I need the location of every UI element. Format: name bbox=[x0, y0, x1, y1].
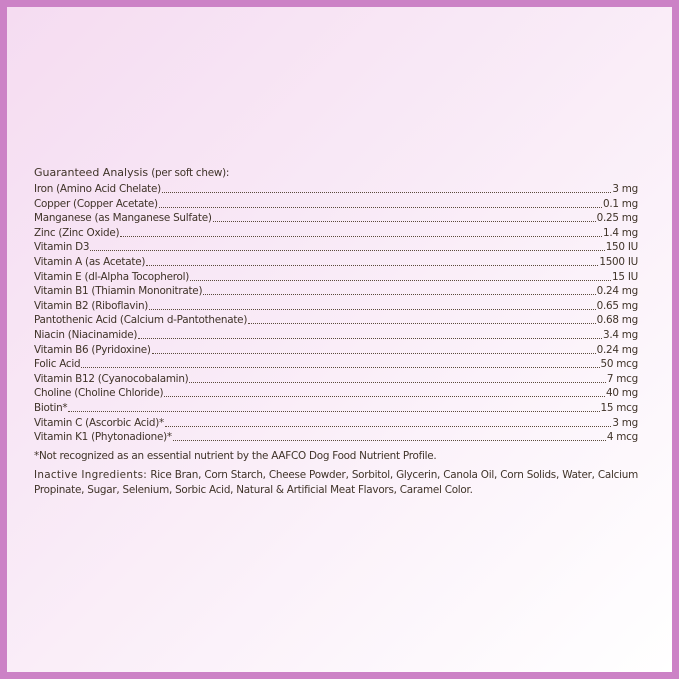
nutrient-amount: 0.65 mg bbox=[596, 299, 639, 312]
nutrient-name: Vitamin E (dl-Alpha Tocopherol) bbox=[34, 270, 190, 283]
nutrient-row: Iron (Amino Acid Chelate) 3 mg bbox=[34, 182, 638, 197]
nutrient-row: Vitamin B1 (Thiamin Mononitrate) 0.24 mg bbox=[34, 284, 638, 299]
dot-leader bbox=[189, 372, 606, 387]
nutrient-row: Vitamin K1 (Phytonadione)* 4 mcg bbox=[34, 430, 638, 445]
nutrient-amount: 3 mg bbox=[612, 183, 638, 195]
nutrient-name: Vitamin A (as Acetate) bbox=[34, 255, 146, 268]
nutrient-name: Folic Acid bbox=[34, 358, 81, 371]
dot-leader bbox=[68, 401, 600, 416]
guaranteed-analysis-panel: Guaranteed Analysis (per soft chew): Iro… bbox=[34, 163, 638, 498]
nutrient-row: Choline (Choline Chloride) 40 mg bbox=[34, 386, 638, 401]
nutrient-name: Pantothenic Acid (Calcium d-Pantothenate… bbox=[34, 314, 248, 327]
dot-leader bbox=[149, 299, 596, 314]
dot-leader bbox=[90, 240, 605, 255]
dot-leader bbox=[158, 197, 602, 212]
nutrient-name: Choline (Choline Chloride) bbox=[34, 387, 164, 400]
dot-leader bbox=[164, 386, 605, 401]
nutrient-row: Manganese (as Manganese Sulfate) 0.25 mg bbox=[34, 211, 638, 226]
nutrient-amount: 0.24 mg bbox=[596, 285, 639, 298]
heading-title: Guaranteed Analysis bbox=[34, 166, 149, 179]
inactive-ingredients: Inactive Ingredients: Rice Bran, Corn St… bbox=[34, 468, 638, 498]
nutrient-amount: 0.24 mg bbox=[596, 343, 639, 356]
nutrient-row: Vitamin B6 (Pyridoxine) 0.24 mg bbox=[34, 343, 638, 358]
nutrient-row: Pantothenic Acid (Calcium d-Pantothenate… bbox=[34, 313, 638, 328]
nutrient-row: Vitamin B2 (Riboflavin) 0.65 mg bbox=[34, 299, 638, 314]
nutrient-row: Niacin (Niacinamide) 3.4 mg bbox=[34, 328, 638, 343]
dot-leader bbox=[161, 182, 612, 197]
dot-leader bbox=[172, 430, 606, 445]
dot-leader bbox=[164, 416, 612, 431]
nutrient-amount: 15 IU bbox=[612, 270, 638, 283]
nutrient-name: Niacin (Niacinamide) bbox=[34, 328, 138, 341]
dot-leader bbox=[81, 357, 600, 372]
dot-leader bbox=[212, 211, 596, 226]
nutrient-row: Folic Acid 50 mcg bbox=[34, 357, 638, 372]
dot-leader bbox=[248, 313, 596, 328]
nutrient-name: Zinc (Zinc Oxide) bbox=[34, 226, 120, 239]
nutrient-row: Copper (Copper Acetate) 0.1 mg bbox=[34, 197, 638, 212]
section-heading: Guaranteed Analysis (per soft chew): bbox=[34, 163, 638, 182]
dot-leader bbox=[138, 328, 602, 343]
nutrient-row: Vitamin D3 150 IU bbox=[34, 240, 638, 255]
dot-leader bbox=[203, 284, 596, 299]
nutrient-row: Vitamin A (as Acetate) 1500 IU bbox=[34, 255, 638, 270]
nutrient-name: Vitamin B2 (Riboflavin) bbox=[34, 299, 149, 312]
nutrient-amount: 3 mg bbox=[612, 416, 638, 429]
nutrient-name: Vitamin B1 (Thiamin Mononitrate) bbox=[34, 285, 203, 298]
dot-leader bbox=[120, 226, 602, 241]
nutrient-name: Manganese (as Manganese Sulfate) bbox=[34, 212, 212, 225]
dot-leader bbox=[146, 255, 599, 270]
nutrient-name: Vitamin K1 (Phytonadione)* bbox=[34, 431, 172, 444]
dot-leader bbox=[151, 343, 596, 358]
nutrient-row: Vitamin C (Ascorbic Acid)* 3 mg bbox=[34, 416, 638, 431]
footnote: *Not recognized as an essential nutrient… bbox=[34, 449, 437, 462]
nutrient-name: Vitamin B12 (Cyanocobalamin) bbox=[34, 372, 189, 385]
nutrient-amount: 0.1 mg bbox=[602, 197, 638, 210]
heading-subtitle: (per soft chew): bbox=[151, 167, 230, 179]
nutrient-row: Biotin* 15 mcg bbox=[34, 401, 638, 416]
nutrient-amount: 7 mcg bbox=[606, 372, 638, 385]
nutrient-row: Vitamin E (dl-Alpha Tocopherol) 15 IU bbox=[34, 270, 638, 285]
nutrient-name: Iron (Amino Acid Chelate) bbox=[34, 183, 161, 195]
nutrient-amount: 40 mg bbox=[606, 387, 638, 400]
nutrient-amount: 4 mcg bbox=[606, 431, 638, 444]
nutrient-amount: 1500 IU bbox=[599, 255, 638, 268]
inactive-ingredients-text: Rice Bran, Corn Starch, Cheese Powder, S… bbox=[34, 468, 638, 496]
nutrient-name: Vitamin D3 bbox=[34, 241, 90, 254]
nutrient-amount: 150 IU bbox=[605, 241, 639, 254]
nutrient-row: Vitamin B12 (Cyanocobalamin) 7 mcg bbox=[34, 372, 638, 387]
nutrient-amount: 1.4 mg bbox=[602, 226, 638, 239]
nutrient-amount: 0.68 mg bbox=[596, 314, 639, 327]
nutrient-name: Biotin* bbox=[34, 401, 68, 414]
nutrient-name: Vitamin B6 (Pyridoxine) bbox=[34, 343, 151, 356]
nutrient-amount: 15 mcg bbox=[600, 401, 639, 414]
nutrient-amount: 3.4 mg bbox=[602, 328, 638, 341]
nutrient-name: Vitamin C (Ascorbic Acid)* bbox=[34, 416, 164, 429]
nutrient-amount: 0.25 mg bbox=[596, 212, 639, 225]
nutrient-name: Copper (Copper Acetate) bbox=[34, 197, 158, 210]
nutrient-row: Zinc (Zinc Oxide) 1.4 mg bbox=[34, 226, 638, 241]
nutrient-amount: 50 mcg bbox=[600, 358, 639, 371]
nutrient-list: Iron (Amino Acid Chelate) 3 mg Copper (Cop… bbox=[34, 182, 638, 445]
inactive-ingredients-label: Inactive Ingredients: bbox=[34, 468, 148, 481]
dot-leader bbox=[190, 270, 612, 285]
